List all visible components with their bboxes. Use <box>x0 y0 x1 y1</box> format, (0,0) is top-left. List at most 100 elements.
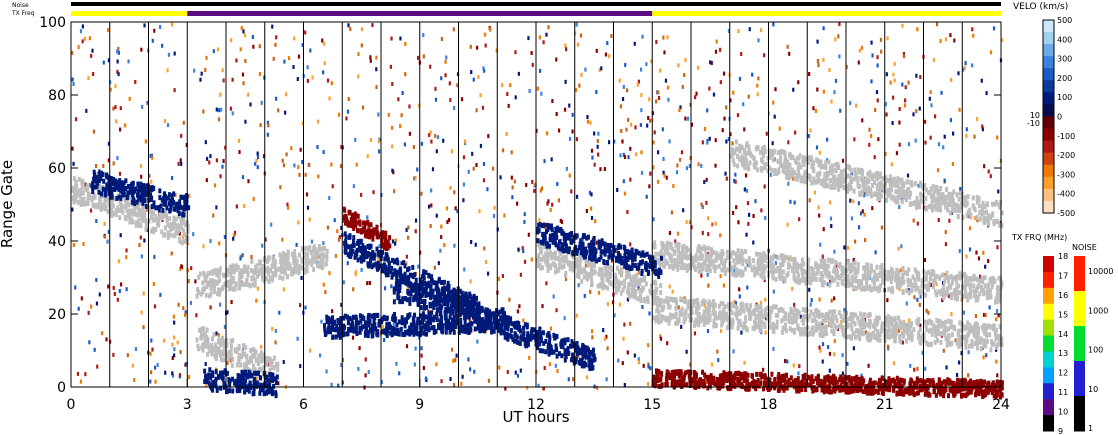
scatter-point <box>749 313 753 319</box>
scatter-point <box>802 154 806 160</box>
scatter-point <box>849 322 853 328</box>
scatter-point <box>845 279 849 285</box>
scatter-point <box>140 310 143 315</box>
scatter-point <box>202 272 206 278</box>
scatter-point <box>813 190 817 195</box>
scatter-point <box>836 281 840 287</box>
scatter-point <box>418 335 421 340</box>
scatter-point <box>605 377 608 382</box>
scatter-point <box>290 251 294 257</box>
scatter-point <box>958 275 962 281</box>
scatter-point <box>445 55 448 60</box>
scatter-point <box>591 335 594 340</box>
scatter-point <box>981 279 985 285</box>
scatter-point <box>172 335 176 340</box>
scatter-point <box>843 315 847 321</box>
scatter-point <box>666 85 670 90</box>
scatter-point <box>212 287 216 293</box>
scatter-point <box>678 259 682 265</box>
scatter-point <box>871 206 874 211</box>
scatter-point <box>561 258 565 264</box>
scatter-point <box>891 95 895 100</box>
scatter-point <box>405 254 408 259</box>
scatter-point <box>326 78 330 83</box>
scatter-point <box>958 190 962 196</box>
scatter-point <box>286 205 290 210</box>
scatter-point <box>239 256 242 261</box>
scatter-point <box>201 287 205 293</box>
scatter-point <box>885 72 888 77</box>
scatter-point <box>484 32 487 37</box>
scatter-point <box>533 188 536 193</box>
scatter-point <box>927 204 931 210</box>
scatter-point <box>856 266 860 272</box>
scatter-point <box>956 331 960 337</box>
scatter-point <box>922 277 926 283</box>
scatter-point <box>668 241 672 247</box>
scatter-point <box>456 83 459 88</box>
scatter-point <box>77 45 80 50</box>
scatter-point <box>968 207 972 213</box>
scatter-point <box>604 52 608 57</box>
scatter-point <box>306 260 310 266</box>
scatter-point <box>934 289 938 295</box>
scatter-point <box>551 202 554 207</box>
scatter-point <box>918 302 921 307</box>
scatter-point <box>951 161 955 166</box>
scatter-point <box>804 314 808 320</box>
scatter-point <box>577 354 580 359</box>
scatter-point <box>162 338 166 343</box>
scatter-point <box>941 298 944 303</box>
scatter-point <box>272 364 276 370</box>
scatter-point <box>812 311 816 317</box>
scatter-point <box>272 56 275 61</box>
scatter-point <box>510 175 513 180</box>
scatter-point <box>203 285 207 291</box>
scatter-point <box>734 179 737 184</box>
scatter-point <box>235 204 238 209</box>
scatter-point <box>751 325 755 331</box>
scatter-point <box>407 266 411 272</box>
scatter-point <box>996 294 1000 300</box>
scatter-point <box>671 289 674 294</box>
scatter-point <box>303 251 307 257</box>
scatter-point <box>939 38 942 43</box>
scatter-point <box>996 373 999 378</box>
scatter-point <box>666 260 670 266</box>
scatter-point <box>229 282 233 288</box>
scatter-point <box>718 310 722 316</box>
scatter-point <box>783 155 787 161</box>
scatter-point <box>623 283 627 289</box>
scatter-point <box>336 229 339 234</box>
scatter-point <box>645 62 648 67</box>
scatter-point <box>304 30 307 35</box>
scatter-point <box>835 317 839 323</box>
scatter-point <box>834 314 838 320</box>
scatter-point <box>237 277 241 283</box>
scatter-point <box>398 371 401 376</box>
scatter-point <box>807 257 811 263</box>
scatter-point <box>799 164 803 170</box>
scatter-point <box>740 154 744 160</box>
scatter-point <box>989 324 993 330</box>
scatter-point <box>957 343 961 349</box>
scatter-point <box>182 217 186 223</box>
scatter-point <box>507 103 510 108</box>
scatter-point <box>761 264 765 270</box>
scatter-point <box>819 180 823 186</box>
scatter-point <box>929 186 933 192</box>
scatter-point <box>243 203 246 208</box>
scatter-point <box>102 60 105 65</box>
scatter-point <box>992 221 996 227</box>
scatter-point <box>223 235 227 240</box>
scatter-point <box>624 274 628 280</box>
scatter-point <box>757 38 760 43</box>
scatter-point <box>420 141 424 146</box>
scatter-point <box>85 108 88 113</box>
scatter-point <box>868 270 872 276</box>
scatter-point <box>661 127 664 132</box>
scatter-point <box>252 353 256 359</box>
scatter-point <box>680 255 684 261</box>
scatter-point <box>898 287 901 292</box>
scatter-point <box>312 256 316 262</box>
